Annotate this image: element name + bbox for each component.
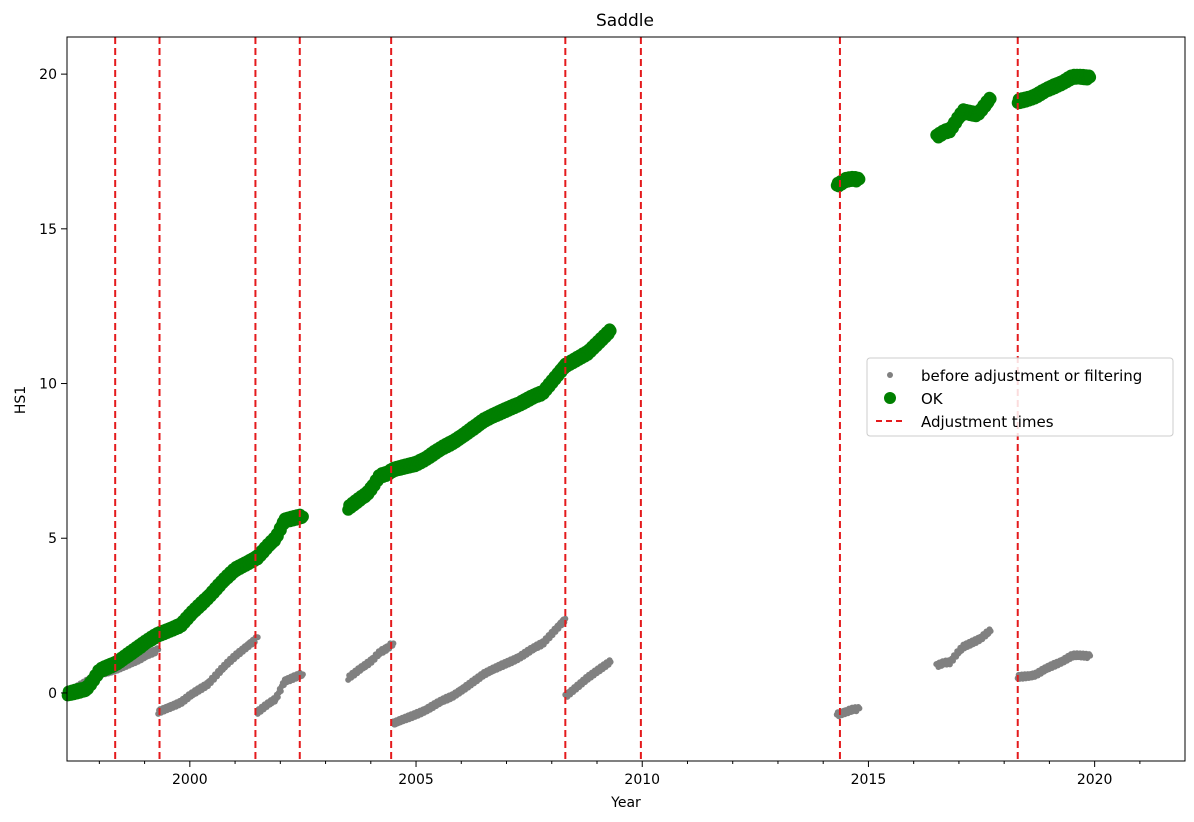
y-tick-label: 5 xyxy=(48,531,57,547)
before-point xyxy=(856,705,863,712)
x-tick-label: 2020 xyxy=(1077,772,1113,788)
x-tick-label: 2005 xyxy=(398,772,434,788)
y-axis-label: HS1 xyxy=(13,386,29,414)
y-axis: 0 5 10 15 20 xyxy=(39,67,67,702)
legend-label-adjustment: Adjustment times xyxy=(921,413,1054,431)
x-tick-label: 2010 xyxy=(624,772,660,788)
x-tick-label: 2000 xyxy=(172,772,208,788)
y-tick-label: 0 xyxy=(48,686,57,702)
legend-box xyxy=(866,357,1174,437)
chart-title: Saddle xyxy=(596,11,654,31)
before-series xyxy=(64,615,1094,728)
x-axis: 2000 2005 2010 2015 2020 xyxy=(98,761,1141,788)
plot-area xyxy=(61,37,1097,761)
ok-point xyxy=(853,173,866,186)
y-tick-label: 15 xyxy=(39,222,57,238)
legend-marker-before xyxy=(887,372,893,378)
ok-point xyxy=(296,510,309,523)
y-tick-label: 10 xyxy=(39,377,57,393)
ok-point xyxy=(1084,71,1097,84)
ok-series xyxy=(61,68,1097,702)
before-point xyxy=(987,628,994,635)
ok-point xyxy=(984,92,997,105)
before-point xyxy=(277,688,284,695)
legend-marker-ok xyxy=(884,392,896,404)
before-point xyxy=(299,671,306,678)
before-point xyxy=(607,659,614,665)
y-tick-label: 20 xyxy=(39,67,57,83)
legend-label-ok: OK xyxy=(921,390,944,408)
before-point xyxy=(562,615,569,622)
ok-point xyxy=(604,324,617,337)
legend-label-before: before adjustment or filtering xyxy=(921,367,1142,385)
x-axis-label: Year xyxy=(610,795,641,811)
legend: before adjustment or filtering OK Adjust… xyxy=(866,357,1174,437)
plot-frame xyxy=(66,36,1186,762)
before-point xyxy=(1087,652,1094,659)
x-tick-label: 2015 xyxy=(851,772,887,788)
